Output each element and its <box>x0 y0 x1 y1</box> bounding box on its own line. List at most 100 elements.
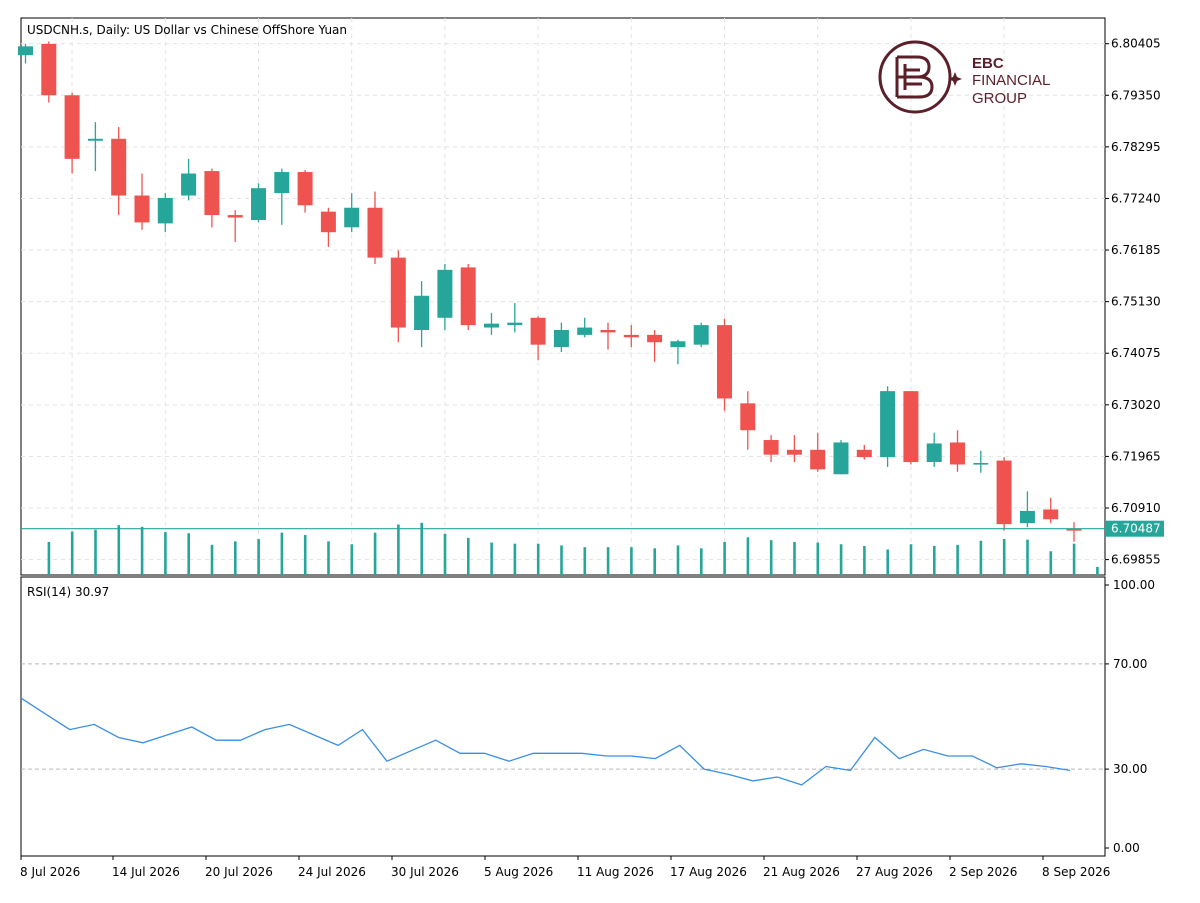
candle-body <box>64 95 80 159</box>
candle <box>763 435 779 463</box>
candle <box>1043 497 1059 524</box>
candle-body <box>414 295 430 330</box>
candle <box>320 207 336 247</box>
candle <box>577 317 593 338</box>
candles <box>18 41 1082 542</box>
candle-body <box>1043 509 1059 520</box>
volume-bar <box>769 540 773 575</box>
volume-bar <box>1002 539 1006 575</box>
rsi-levels <box>21 663 1105 770</box>
volume-bar <box>420 522 423 575</box>
price-axis[interactable]: 6.80405 6.79350 6.78295 6.77240 6.76185 6.751… <box>1105 37 1161 567</box>
volume-bar <box>164 532 167 575</box>
price-tick-label: 6.75130 <box>1111 295 1161 309</box>
candle <box>297 170 313 213</box>
volume-bar <box>234 541 237 575</box>
time-axis[interactable]: 8 Jul 2026 14 Jul 2026 20 Jul 2026 24 Jul 2… <box>20 856 1110 879</box>
candle <box>973 450 989 473</box>
candle-body <box>996 460 1012 525</box>
time-tick-label: 27 Aug 2026 <box>856 865 933 879</box>
price-tick-label: 6.71965 <box>1111 449 1161 463</box>
candle-body <box>880 391 896 458</box>
price-tick-label: 6.78295 <box>1111 140 1161 154</box>
candle-body <box>367 207 383 258</box>
volume-bar <box>653 548 656 575</box>
candle <box>64 92 80 174</box>
rsi-axis[interactable]: 100.00 70.00 30.00 0.00 <box>1105 578 1155 855</box>
time-tick-label: 21 Aug 2026 <box>763 865 840 879</box>
candle-body <box>577 327 593 335</box>
candle-body <box>274 172 290 194</box>
candle-body <box>600 329 616 333</box>
volume-bar <box>1072 543 1076 575</box>
volume-bar <box>583 547 587 575</box>
candle-body <box>507 322 523 326</box>
price-tick-label: 6.77240 <box>1111 191 1161 205</box>
price-tick-label: 6.76185 <box>1111 243 1161 257</box>
volume-bar <box>933 546 936 575</box>
time-tick-label: 20 Jul 2026 <box>205 865 273 879</box>
time-tick-label: 30 Jul 2026 <box>391 865 459 879</box>
price-tick-label: 6.69855 <box>1111 553 1161 567</box>
candle-body <box>833 442 849 475</box>
volume-bar <box>280 532 284 575</box>
candle-body <box>204 171 220 216</box>
candle-body <box>530 317 546 345</box>
candle <box>670 339 686 365</box>
candle <box>204 168 220 228</box>
candle <box>600 322 616 350</box>
volume-bar <box>70 531 74 575</box>
time-tick-label: 24 Jul 2026 <box>298 865 366 879</box>
candle <box>18 43 33 64</box>
price-tick-label: 6.80405 <box>1111 37 1161 51</box>
candle <box>786 435 802 463</box>
candle <box>950 430 965 472</box>
candle <box>157 193 173 233</box>
volume-bar <box>257 539 260 575</box>
candle-body <box>437 269 453 318</box>
volume-bar <box>606 547 610 575</box>
candle-body <box>1019 510 1035 524</box>
logo-line-ebc: EBC <box>972 55 1004 72</box>
candle <box>1019 491 1035 528</box>
candle-body <box>973 463 989 465</box>
time-tick-label: 17 Aug 2026 <box>670 865 747 879</box>
candle-body <box>623 334 639 338</box>
candle-body <box>111 138 127 196</box>
volume-bar <box>210 544 214 575</box>
candle <box>87 122 103 172</box>
candle-body <box>251 188 266 220</box>
candle-body <box>18 46 33 56</box>
candle <box>1066 522 1082 542</box>
rsi-tick-label: 30.00 <box>1113 762 1147 776</box>
logo-line-group: GROUP <box>972 90 1027 107</box>
candle-body <box>320 211 336 233</box>
volume-bar <box>816 542 820 575</box>
price-tick-label: 6.79350 <box>1111 88 1161 102</box>
rsi-tick-label: 100.00 <box>1113 578 1155 592</box>
volume-bar <box>117 525 121 575</box>
candle-body <box>553 329 569 348</box>
candle <box>810 432 826 472</box>
candle-body <box>344 207 360 228</box>
volume-bar <box>443 533 447 575</box>
candle-body <box>460 267 476 326</box>
volume-bar <box>303 534 307 575</box>
price-tick-label: 6.73020 <box>1111 398 1161 412</box>
volume-bar <box>1026 539 1029 575</box>
candle-body <box>693 325 709 345</box>
rsi-tick-label: 0.00 <box>1113 841 1140 855</box>
candle-body <box>717 325 732 399</box>
rsi-line <box>20 697 1071 786</box>
candle <box>227 210 243 242</box>
candle <box>437 263 453 330</box>
rsi-pane[interactable]: RSI(14) 30.97 <box>20 576 1106 857</box>
candle-body <box>87 138 103 141</box>
symbol-title: USDCNH.s, Daily: US Dollar vs Chinese Of… <box>27 23 347 37</box>
volume-bar <box>630 547 633 575</box>
price-tick-label: 6.70910 <box>1111 501 1161 515</box>
candle-body <box>810 449 826 470</box>
candle-body <box>297 172 313 206</box>
volume-bar <box>536 543 540 575</box>
